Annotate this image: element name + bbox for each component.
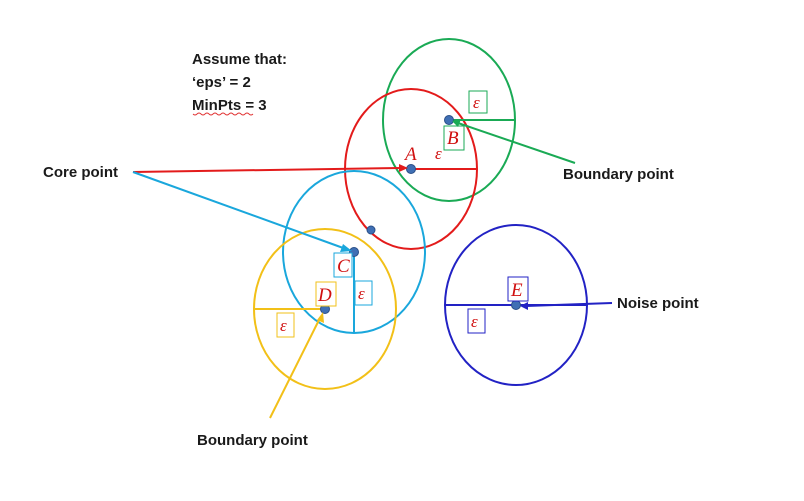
boundary-arrow-green: [457, 122, 576, 164]
point-b-box: [443, 125, 465, 151]
core-arrow-red: [132, 167, 403, 173]
boundary-arrow-yellow: [269, 317, 321, 419]
boundary-arrowhead-yellow: [317, 312, 324, 323]
noise-arrowhead-blue: [520, 302, 528, 310]
extra-point-dot: [366, 225, 376, 235]
eps-label-yellow: ε: [280, 316, 287, 335]
eps-label-green: ε: [473, 93, 480, 112]
point-d-box: [315, 281, 337, 307]
assumption-title: Assume that:: [192, 51, 287, 68]
point-e-label: E: [510, 280, 523, 301]
point-a-label: A: [403, 144, 417, 165]
assumption-block: Assume that: ‘eps’ = 2 MinPts = 3: [192, 51, 287, 116]
core-arrowhead-red: [399, 164, 408, 172]
eps-label-cyan: ε: [358, 284, 365, 303]
eps-box-cyan: [354, 280, 373, 306]
eps-label-blue: ε: [471, 312, 478, 331]
point-e-dot: [511, 300, 521, 310]
boundary-point-label-right: Boundary point: [563, 166, 674, 183]
assumption-minpts: MinPts = 3: [192, 97, 267, 114]
eps-box-yellow: [276, 312, 295, 338]
point-c-box: [333, 252, 353, 278]
boundary-arrowhead-green: [452, 119, 461, 127]
eps-box-blue: [467, 308, 486, 334]
noise-point-label: Noise point: [617, 295, 699, 312]
spellcheck-underline: [192, 112, 254, 116]
point-b-dot: [444, 115, 454, 125]
point-b-label: B: [447, 128, 459, 149]
point-a-dot: [406, 164, 416, 174]
boundary-point-label-bottom: Boundary point: [197, 432, 308, 449]
point-d-label: D: [317, 285, 332, 306]
assumption-eps: ‘eps’ = 2: [192, 74, 251, 91]
eps-label-red: ε: [435, 144, 442, 163]
core-point-label: Core point: [43, 164, 118, 181]
eps-box-green: [468, 90, 488, 114]
point-e-box: [507, 276, 529, 302]
core-arrowhead-cyan: [340, 244, 352, 252]
noise-arrow-blue: [525, 302, 613, 307]
point-c-label: C: [337, 256, 350, 277]
core-arrow-cyan: [132, 171, 347, 250]
